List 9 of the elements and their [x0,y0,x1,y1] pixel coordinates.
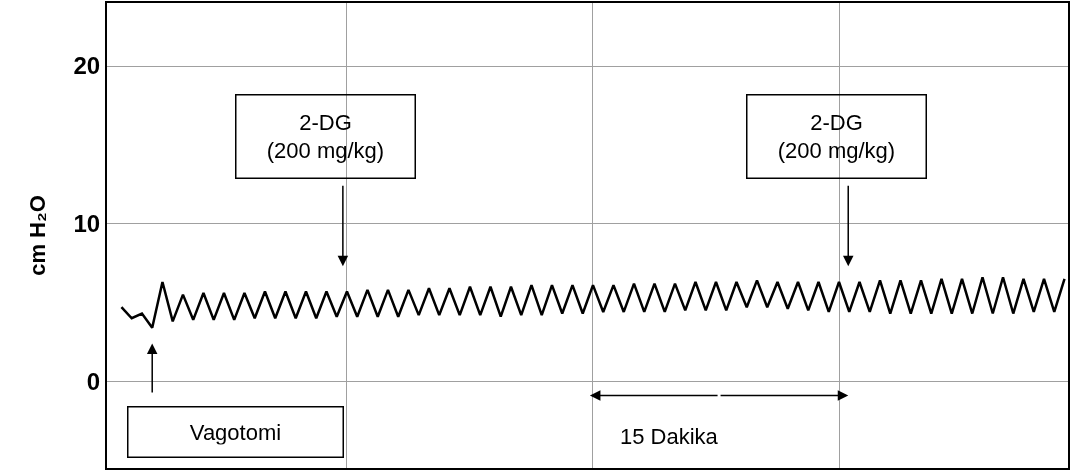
y-tick-label: 10 [73,210,101,238]
annotation: Vagotomi [189,419,282,445]
annotation: 2-DG (200 mg/kg) [266,109,385,164]
y-axis-title: cm H₂O [24,195,50,276]
y-tick-label: 0 [86,367,101,395]
annotation: 2-DG (200 mg/kg) [777,109,896,164]
y-tick-label: 20 [73,52,101,80]
line-series [120,276,1066,329]
annotation: 15 Dakika [620,424,719,449]
